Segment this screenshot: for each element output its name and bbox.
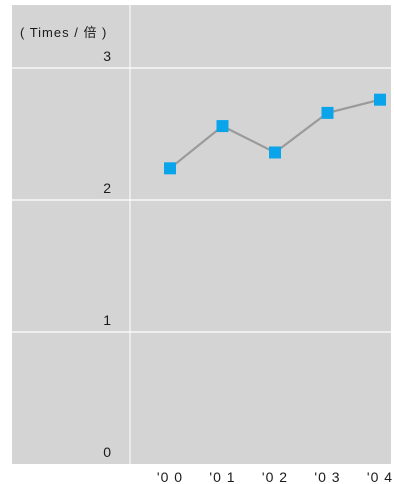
y-tick-label: 3 — [103, 48, 112, 64]
x-tick-label: '0 2 — [262, 469, 288, 484]
data-point-marker — [216, 120, 229, 133]
y-axis-label: ( Times / 倍 ) — [20, 25, 107, 40]
x-tick-label: '0 4 — [367, 469, 393, 484]
y-tick-label: 0 — [103, 444, 112, 460]
x-tick-label: '0 0 — [157, 469, 183, 484]
y-tick-label: 2 — [103, 180, 112, 196]
series-markers — [164, 93, 386, 175]
data-point-marker — [269, 146, 281, 159]
data-point-marker — [374, 93, 386, 106]
x-tick-label: '0 1 — [209, 469, 235, 484]
data-point-marker — [164, 162, 176, 175]
gridlines — [12, 5, 391, 464]
x-tick-labels: '0 0 '0 1 '0 2 '0 3 '0 4 — [157, 469, 393, 484]
y-tick-label: 1 — [103, 312, 112, 328]
y-tick-labels: 0 1 2 3 — [103, 48, 112, 460]
x-tick-label: '0 3 — [314, 469, 340, 484]
data-point-marker — [321, 106, 334, 119]
plot-area — [130, 5, 391, 464]
